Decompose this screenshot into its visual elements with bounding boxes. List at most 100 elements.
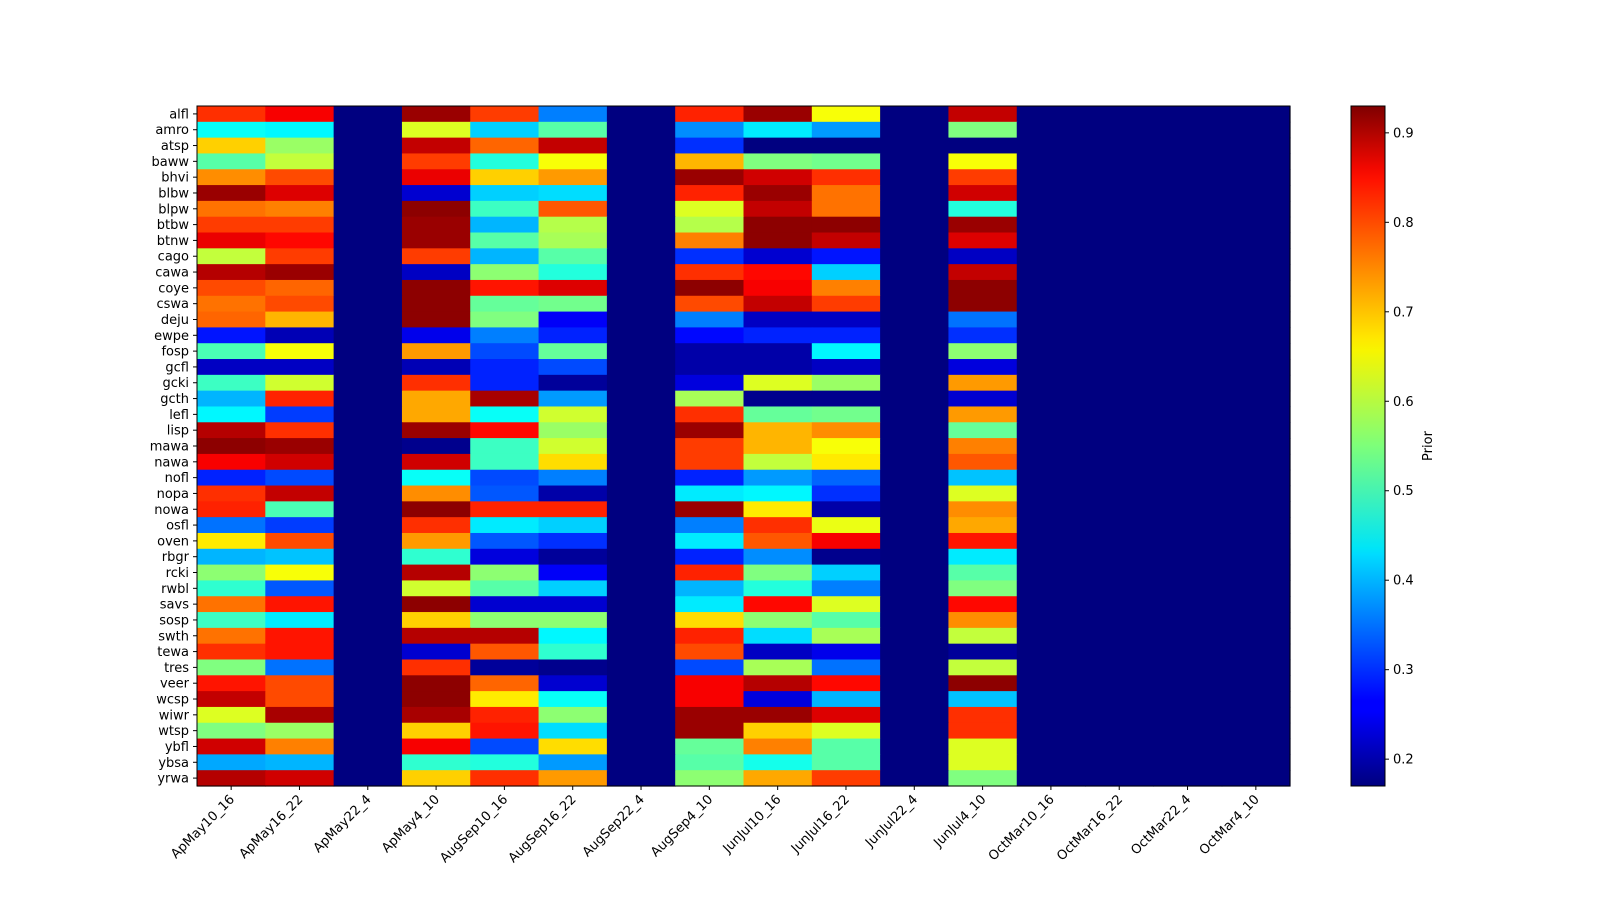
heatmap-cell-rbgr-ApMay22_4	[333, 548, 403, 566]
heatmap-cell-wcsp-OctMar10_16	[1016, 691, 1086, 708]
heatmap-cell-osfl-AugSep16_22	[538, 517, 608, 534]
heatmap-cell-ybfl-JunJul10_16	[743, 738, 813, 755]
heatmap-cell-fosp-AugSep4_10	[675, 343, 745, 360]
heatmap-cell-wtsp-JunJul16_22	[811, 722, 881, 740]
heatmap-cell-ewpe-ApMay16_22	[265, 327, 335, 344]
heatmap-cell-gcfl-OctMar4_10	[1221, 359, 1291, 376]
heatmap-cell-lisp-ApMay10_16	[197, 422, 266, 439]
heatmap-cell-yrwa-OctMar4_10	[1221, 770, 1291, 787]
heatmap-cell-gcth-AugSep16_22	[538, 390, 608, 408]
y-tick-label-fosp: fosp	[161, 345, 189, 360]
heatmap-cell-veer-JunJul10_16	[743, 675, 813, 692]
heatmap-cell-lefl-AugSep4_10	[675, 406, 745, 423]
heatmap-cell-nawa-OctMar22_4	[1153, 453, 1223, 471]
heatmap-cell-oven-ApMay16_22	[265, 532, 335, 550]
heatmap-cell-lisp-OctMar10_16	[1016, 422, 1086, 439]
heatmap-cell-coye-ApMay22_4	[333, 279, 403, 297]
y-tick-label-rbgr: rbgr	[162, 550, 190, 565]
heatmap-cell-ybfl-OctMar16_22	[1085, 738, 1154, 755]
y-tick-label-btbw: btbw	[157, 218, 190, 233]
heatmap-cell-gcth-ApMay4_10	[401, 390, 471, 408]
heatmap-cell-rwbl-ApMay16_22	[265, 580, 335, 597]
heatmap-cell-nofl-JunJul4_10	[948, 469, 1018, 487]
heatmap-cell-mawa-ApMay10_16	[197, 438, 266, 455]
heatmap-cell-nawa-OctMar4_10	[1221, 453, 1291, 471]
heatmap-cell-osfl-OctMar16_22	[1085, 517, 1154, 534]
heatmap-cell-gcki-AugSep16_22	[538, 374, 608, 392]
heatmap-cell-rbgr-AugSep10_16	[470, 548, 540, 566]
heatmap-cell-tewa-JunJul10_16	[743, 643, 813, 661]
heatmap-cell-cawa-AugSep16_22	[538, 264, 608, 281]
heatmap-cell-gcki-JunJul10_16	[743, 374, 813, 392]
heatmap-cell-nopa-ApMay16_22	[265, 485, 335, 502]
heatmap-cell-nofl-AugSep16_22	[538, 469, 608, 487]
heatmap-cell-baww-AugSep22_4	[606, 153, 676, 170]
heatmap-cell-btnw-JunJul4_10	[948, 232, 1018, 249]
heatmap-cell-ybfl-OctMar10_16	[1016, 738, 1086, 755]
heatmap-cell-gcfl-AugSep16_22	[538, 359, 608, 376]
heatmap-cell-amro-ApMay4_10	[401, 121, 471, 139]
heatmap-cell-sosp-AugSep16_22	[538, 612, 608, 629]
heatmap-cell-wcsp-AugSep4_10	[675, 691, 745, 708]
heatmap-cell-mawa-OctMar10_16	[1016, 438, 1086, 455]
heatmap-cell-gcki-AugSep22_4	[606, 374, 676, 392]
heatmap-cell-nopa-AugSep4_10	[675, 485, 745, 502]
heatmap-cell-rwbl-ApMay4_10	[401, 580, 471, 597]
heatmap-cell-yrwa-JunJul16_22	[811, 770, 881, 787]
heatmap-cell-rcki-JunJul16_22	[811, 564, 881, 582]
heatmap-cell-cawa-ApMay4_10	[401, 264, 471, 281]
heatmap-cell-mawa-JunJul16_22	[811, 438, 881, 455]
heatmap-cell-nofl-ApMay16_22	[265, 469, 335, 487]
heatmap-cell-atsp-JunJul10_16	[743, 137, 813, 155]
heatmap-cell-cswa-AugSep22_4	[606, 295, 676, 313]
heatmap-cell-tewa-OctMar22_4	[1153, 643, 1223, 661]
heatmap-cell-blbw-JunJul16_22	[811, 185, 881, 202]
heatmap-cell-baww-JunJul4_10	[948, 153, 1018, 170]
heatmap-cell-nowa-AugSep22_4	[606, 501, 676, 518]
heatmap-cell-nowa-ApMay10_16	[197, 501, 266, 518]
x-tick-label-JunJul10_16: JunJul10_16	[720, 792, 785, 857]
heatmap-cell-wtsp-OctMar16_22	[1085, 722, 1154, 740]
heatmap-cell-baww-JunJul16_22	[811, 153, 881, 170]
heatmap-cell-fosp-JunJul16_22	[811, 343, 881, 360]
heatmap-cell-blpw-ApMay10_16	[197, 200, 266, 218]
heatmap-cell-wiwr-ApMay22_4	[333, 706, 403, 724]
heatmap-cell-gcki-JunJul22_4	[880, 374, 950, 392]
y-tick-label-btnw: btnw	[157, 234, 190, 249]
heatmap-cell-deju-JunJul10_16	[743, 311, 813, 328]
heatmap-cell-ybfl-OctMar4_10	[1221, 738, 1291, 755]
heatmap-cell-nawa-ApMay16_22	[265, 453, 335, 471]
heatmap-cell-yrwa-JunJul10_16	[743, 770, 813, 787]
heatmap-cell-cswa-AugSep4_10	[675, 295, 745, 313]
heatmap-cell-nawa-AugSep16_22	[538, 453, 608, 471]
heatmap-cell-savs-OctMar16_22	[1085, 596, 1154, 613]
heatmap-cell-oven-JunJul16_22	[811, 532, 881, 550]
heatmap-cell-nofl-JunJul10_16	[743, 469, 813, 487]
heatmap-cell-lefl-JunJul4_10	[948, 406, 1018, 423]
heatmap-cell-wcsp-JunJul22_4	[880, 691, 950, 708]
heatmap-cell-wtsp-AugSep10_16	[470, 722, 540, 740]
heatmap-cell-lefl-OctMar10_16	[1016, 406, 1086, 423]
heatmap-cell-fosp-OctMar16_22	[1085, 343, 1154, 360]
heatmap-cell-rcki-OctMar10_16	[1016, 564, 1086, 582]
heatmap-cell-veer-ApMay16_22	[265, 675, 335, 692]
colorbar-tick-label-0.4: 0.4	[1393, 574, 1414, 589]
heatmap-cell-cswa-OctMar4_10	[1221, 295, 1291, 313]
heatmap-cell-ybsa-JunJul16_22	[811, 754, 881, 771]
heatmap-cell-nofl-OctMar16_22	[1085, 469, 1154, 487]
heatmap-cell-deju-OctMar22_4	[1153, 311, 1223, 328]
heatmap-cell-osfl-JunJul10_16	[743, 517, 813, 534]
heatmap-cell-wiwr-ApMay10_16	[197, 706, 266, 724]
heatmap-cell-gcki-ApMay4_10	[401, 374, 471, 392]
heatmap-cell-yrwa-AugSep22_4	[606, 770, 676, 787]
heatmap-cell-baww-AugSep10_16	[470, 153, 540, 170]
heatmap-cell-tewa-AugSep10_16	[470, 643, 540, 661]
heatmap-cell-alfl-OctMar4_10	[1221, 106, 1291, 123]
heatmap-cell-wtsp-OctMar22_4	[1153, 722, 1223, 740]
heatmap-cell-ybfl-AugSep16_22	[538, 738, 608, 755]
heatmap-cell-veer-JunJul16_22	[811, 675, 881, 692]
heatmap-cell-lefl-ApMay10_16	[197, 406, 266, 423]
y-tick-label-nopa: nopa	[157, 487, 189, 502]
heatmap-cell-bhvi-JunJul22_4	[880, 169, 950, 186]
